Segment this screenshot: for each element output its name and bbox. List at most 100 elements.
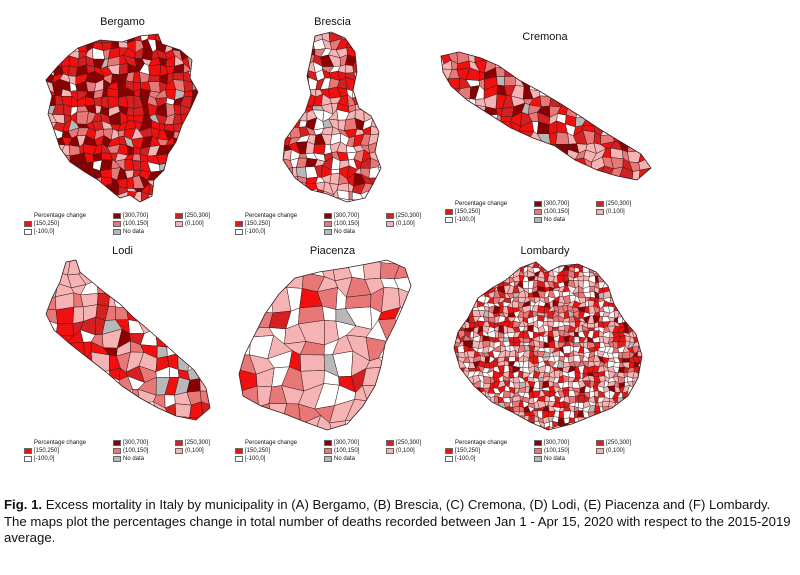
legend-swatch — [24, 456, 32, 462]
legend-item: (100,150] — [534, 448, 569, 455]
legend-swatch — [175, 221, 183, 227]
municipality — [156, 345, 168, 359]
municipality — [183, 80, 193, 93]
legend-title: Percentage change — [245, 213, 298, 219]
legend: Percentage change [300,700] [250,300] [150,… — [231, 440, 436, 470]
panel-title: Lodi — [112, 245, 133, 257]
legend-swatch — [534, 217, 542, 223]
legend-label: (0,100] — [396, 221, 415, 227]
municipality — [622, 391, 629, 398]
legend-item: No data — [113, 229, 144, 236]
legend-item: (0,100] — [596, 448, 625, 455]
municipality — [352, 65, 366, 73]
legend-label: [150,250] — [34, 221, 60, 227]
panel-title: Piacenza — [309, 245, 356, 257]
legend-swatch — [534, 209, 542, 215]
legend-label: [300,700] — [544, 440, 570, 446]
legend-label: [150,250] — [455, 448, 481, 454]
legend-swatch — [175, 448, 183, 454]
municipality — [478, 390, 486, 399]
legend-swatch — [324, 221, 332, 227]
panel-title: Brescia — [314, 16, 351, 28]
municipality — [512, 300, 520, 309]
legend-label: [250,300] — [396, 440, 422, 446]
municipality — [60, 55, 70, 68]
municipality — [631, 178, 641, 180]
map-panel-cremona: Cremona — [440, 25, 650, 230]
municipality — [494, 396, 499, 404]
region-border — [440, 51, 652, 181]
municipality — [299, 354, 325, 372]
municipality — [542, 321, 549, 326]
municipality — [46, 308, 47, 321]
municipality — [148, 74, 161, 82]
legend-item: [150,250] — [24, 221, 59, 228]
legend-swatch — [113, 448, 121, 454]
legend-label: No data — [334, 229, 356, 235]
municipality — [468, 322, 476, 329]
choropleth-map-lodi — [45, 259, 211, 421]
legend-item: [250,300] — [596, 201, 631, 208]
legend-label: [-100,0] — [245, 456, 266, 462]
legend: Percentage change [300,700] [250,300] [150,… — [20, 213, 225, 243]
legend-label: [300,700] — [123, 213, 149, 219]
municipality — [532, 305, 539, 313]
region-border — [282, 31, 382, 203]
municipality — [90, 351, 110, 373]
municipality — [527, 325, 534, 333]
legend-label: [-100,0] — [34, 229, 55, 235]
municipality — [578, 395, 585, 403]
legend-label: (100,150] — [334, 448, 360, 454]
legend-item: [-100,0] — [235, 229, 265, 236]
legend-label: No data — [544, 217, 566, 223]
municipality — [562, 345, 571, 354]
legend-item: (100,150] — [113, 221, 148, 228]
municipality — [617, 316, 623, 324]
municipality — [174, 416, 190, 420]
municipality — [503, 76, 516, 87]
legend-swatch — [386, 448, 394, 454]
municipality — [589, 286, 595, 293]
legend-swatch — [113, 440, 121, 446]
municipality — [515, 75, 525, 87]
legend-swatch — [596, 448, 604, 454]
municipality — [500, 106, 514, 118]
legend-swatch — [596, 201, 604, 207]
municipality — [568, 380, 573, 389]
legend-swatch — [534, 448, 542, 454]
municipality — [504, 67, 516, 77]
municipality — [457, 345, 465, 354]
municipality — [539, 90, 552, 97]
choropleth-map-lombardy — [453, 261, 643, 431]
legend-item: (100,150] — [324, 448, 359, 455]
legend-swatch — [445, 456, 453, 462]
region-border — [453, 261, 643, 431]
municipality — [239, 334, 251, 356]
legend-swatch — [445, 217, 453, 223]
legend-label: (0,100] — [606, 448, 625, 454]
municipality — [617, 366, 625, 374]
legend: Percentage change [300,700] [250,300] [150,… — [231, 213, 436, 243]
municipality — [132, 159, 142, 171]
legend-item: [250,300] — [386, 213, 421, 220]
legend-label: (0,100] — [185, 448, 204, 454]
legend-swatch — [534, 456, 542, 462]
municipality — [539, 95, 552, 108]
municipality — [46, 296, 57, 311]
legend-label: [300,700] — [334, 213, 360, 219]
legend-item: [-100,0] — [24, 229, 54, 236]
legend-item: [150,250] — [445, 209, 480, 216]
legend-item: [300,700] — [324, 213, 359, 220]
legend-item: (100,150] — [113, 448, 148, 455]
legend-label: (100,150] — [123, 448, 149, 454]
legend-item: (0,100] — [596, 209, 625, 216]
municipality — [344, 118, 358, 131]
legend-item: [150,250] — [445, 448, 480, 455]
municipality — [175, 403, 192, 418]
legend: Percentage change [300,700] [250,300] [150,… — [441, 201, 646, 231]
legend-swatch — [445, 448, 453, 454]
legend-item: No data — [113, 456, 144, 463]
legend-label: (0,100] — [396, 448, 415, 454]
municipality — [75, 40, 88, 52]
legend-item: [300,700] — [324, 440, 359, 447]
